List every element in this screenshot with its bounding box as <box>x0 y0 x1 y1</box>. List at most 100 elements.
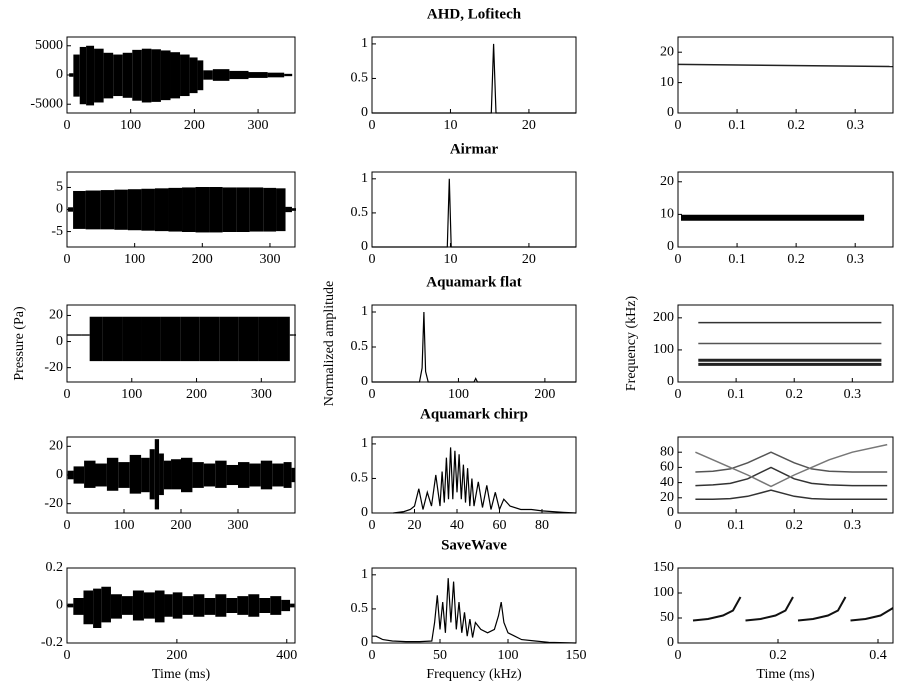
waveform-segment <box>272 463 284 487</box>
y-tick-label: -0.2 <box>41 635 63 650</box>
waveform-segment <box>121 596 133 615</box>
x-tick-label: 60 <box>493 518 507 533</box>
waveform-segment <box>106 457 119 491</box>
waveform-segment <box>73 54 80 97</box>
waveform-segment <box>236 187 250 232</box>
waveform-segment <box>160 50 171 101</box>
x-tick-label: 0 <box>64 387 71 402</box>
y-tick-label: 20 <box>660 174 674 189</box>
x-tick-label: 0 <box>64 648 71 663</box>
y-tick-label: 1 <box>361 171 368 186</box>
plot-frame <box>677 304 894 383</box>
x-tick-label: 0.3 <box>846 118 864 133</box>
waveform-segment <box>154 590 165 623</box>
waveform-segment <box>285 206 292 213</box>
waveform-segment <box>151 49 161 102</box>
y-tick-label: 40 <box>660 475 674 490</box>
waveform-segment <box>168 187 183 232</box>
x-tick-label: 0 <box>675 252 682 267</box>
plot-frame <box>371 171 577 248</box>
y-tick-label: 0 <box>667 239 674 254</box>
waveform-segment <box>238 462 250 488</box>
x-tick-label: 300 <box>228 518 249 533</box>
waveform-segment <box>143 592 155 619</box>
y-tick-label: 10 <box>660 75 674 90</box>
waveform-segment <box>204 598 216 615</box>
waveform-segment <box>110 594 122 619</box>
plot-frame <box>677 436 894 514</box>
x-tick-label: 0 <box>369 252 376 267</box>
waveform-segment <box>127 189 142 231</box>
plot-frame <box>677 171 894 248</box>
waveform-segment <box>141 188 155 231</box>
waveform-segment <box>197 60 204 91</box>
y-tick-label: 5000 <box>35 38 63 53</box>
spectrogram-track <box>695 466 888 487</box>
waveform-segment <box>154 439 160 510</box>
y-axis-label: Normalized amplitude <box>322 281 337 407</box>
spectrogram-track <box>695 451 888 473</box>
x-tick-label: 200 <box>186 387 207 402</box>
waveform-segment <box>195 187 210 233</box>
waveform-segment <box>114 189 128 230</box>
waveform-segment <box>212 69 230 81</box>
waveform-segment <box>73 598 84 615</box>
waveform-segment <box>270 596 282 615</box>
x-tick-label: 0 <box>369 387 376 402</box>
x-tick-label: 0.1 <box>727 518 745 533</box>
waveform-segment <box>69 73 74 77</box>
waveform-segment <box>101 586 111 623</box>
spectrum-line <box>372 178 576 248</box>
x-tick-label: 200 <box>534 387 555 402</box>
y-tick-label: -20 <box>44 360 63 375</box>
waveform-segment <box>129 454 142 494</box>
waveform-segment <box>289 334 294 336</box>
x-tick-label: 40 <box>450 518 464 533</box>
y-tick-label: 150 <box>653 560 674 575</box>
y-tick-label: 0.5 <box>351 71 369 86</box>
x-tick-label: 300 <box>259 252 280 267</box>
x-tick-label: 400 <box>276 648 297 663</box>
waveform-segment <box>113 54 123 97</box>
waveform-segment <box>283 462 292 488</box>
y-tick-label: 20 <box>49 439 63 454</box>
chart-title: Aquamark flat <box>426 274 521 290</box>
y-tick-label: 0 <box>56 467 63 482</box>
y-tick-label: 100 <box>653 342 674 357</box>
x-tick-label: 0.2 <box>787 118 805 133</box>
y-axis-label: Pressure (Pa) <box>12 306 27 381</box>
x-tick-label: 300 <box>251 387 272 402</box>
y-tick-label: 0 <box>667 374 674 389</box>
plot-frame <box>371 36 577 114</box>
x-tick-label: 0.2 <box>785 518 803 533</box>
waveform-segment <box>73 190 86 229</box>
y-tick-label: 0 <box>667 105 674 120</box>
waveform-segment <box>258 316 278 362</box>
waveform-segment <box>284 73 293 77</box>
plot-frame <box>677 567 894 644</box>
x-tick-label: 200 <box>192 252 213 267</box>
y-tick-label: 1 <box>361 436 368 451</box>
x-tick-label: 100 <box>120 118 141 133</box>
waveform-segment <box>72 334 82 336</box>
x-tick-label: 10 <box>443 252 457 267</box>
waveform-segment <box>170 52 181 99</box>
spectrum-line <box>393 447 577 514</box>
x-tick-label: 150 <box>566 648 587 663</box>
y-tick-label: 0.5 <box>351 339 369 354</box>
x-tick-label: 0.3 <box>844 387 862 402</box>
x-tick-label: 0 <box>369 518 376 533</box>
y-tick-label: 0 <box>361 105 368 120</box>
y-tick-label: 20 <box>660 490 674 505</box>
waveform-segment <box>181 457 193 493</box>
chart-title: SaveWave <box>441 537 507 553</box>
x-tick-label: 100 <box>124 252 145 267</box>
x-tick-label: 0.2 <box>785 387 803 402</box>
waveform-segment <box>141 457 150 493</box>
x-tick-label: 0 <box>369 648 376 663</box>
x-tick-label: 10 <box>443 118 457 133</box>
chart-title: AHD, Lofitech <box>427 6 522 22</box>
waveform-segment <box>199 316 220 362</box>
waveform-segment <box>237 596 249 615</box>
waveform-segment <box>249 463 261 487</box>
